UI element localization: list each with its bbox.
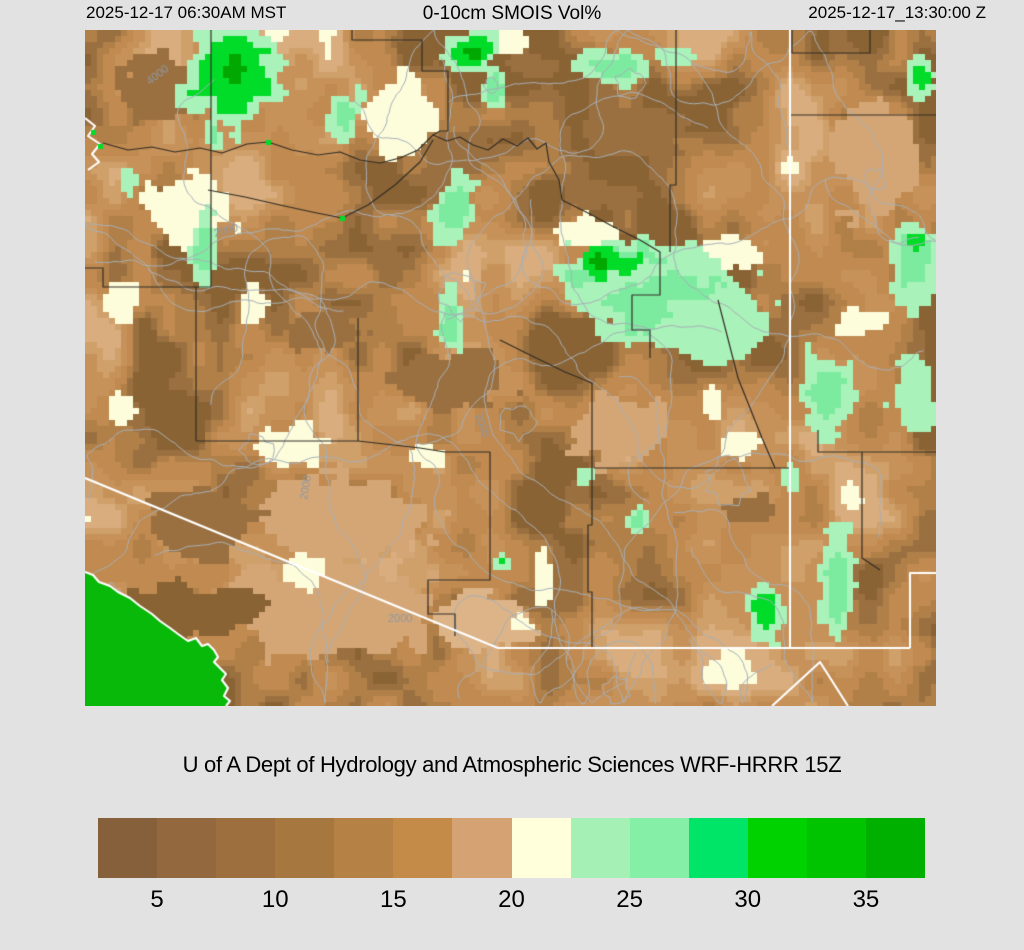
colorbar-segment — [629, 818, 689, 878]
colorbar-tick-label: 20 — [498, 886, 525, 913]
colorbar-tick-label: 10 — [261, 886, 289, 913]
colorbar-segment — [275, 818, 335, 878]
valid-time-local: 2025-12-17 06:30AM MST — [86, 3, 287, 22]
caption: U of A Dept of Hydrology and Atmospheric… — [182, 752, 842, 777]
page-title: 0-10cm SMOIS Vol% — [422, 3, 602, 24]
colorbar-tick-label: 35 — [852, 886, 880, 913]
colorbar-segment — [747, 818, 807, 878]
colorbar-segment — [393, 818, 453, 878]
colorbar-segment — [570, 818, 630, 878]
colorbar-segment — [216, 818, 276, 878]
colorbar — [98, 818, 926, 878]
colorbar-segment — [98, 818, 158, 878]
colorbar-segment — [452, 818, 512, 878]
colorbar-segment — [511, 818, 571, 878]
colorbar-tick-label: 25 — [616, 886, 643, 913]
colorbar-segment — [866, 818, 926, 878]
colorbar-tick-label: 15 — [379, 886, 407, 913]
colorbar-segment — [688, 818, 748, 878]
colorbar-tick-label: 5 — [150, 886, 164, 913]
colorbar-segment — [157, 818, 217, 878]
colorbar-tick-label: 30 — [734, 886, 762, 913]
colorbar-segment — [334, 818, 394, 878]
soil-moisture-map — [85, 30, 936, 706]
colorbar-segment — [806, 818, 867, 878]
valid-time-utc: 2025-12-17_13:30:00 Z — [808, 3, 986, 22]
